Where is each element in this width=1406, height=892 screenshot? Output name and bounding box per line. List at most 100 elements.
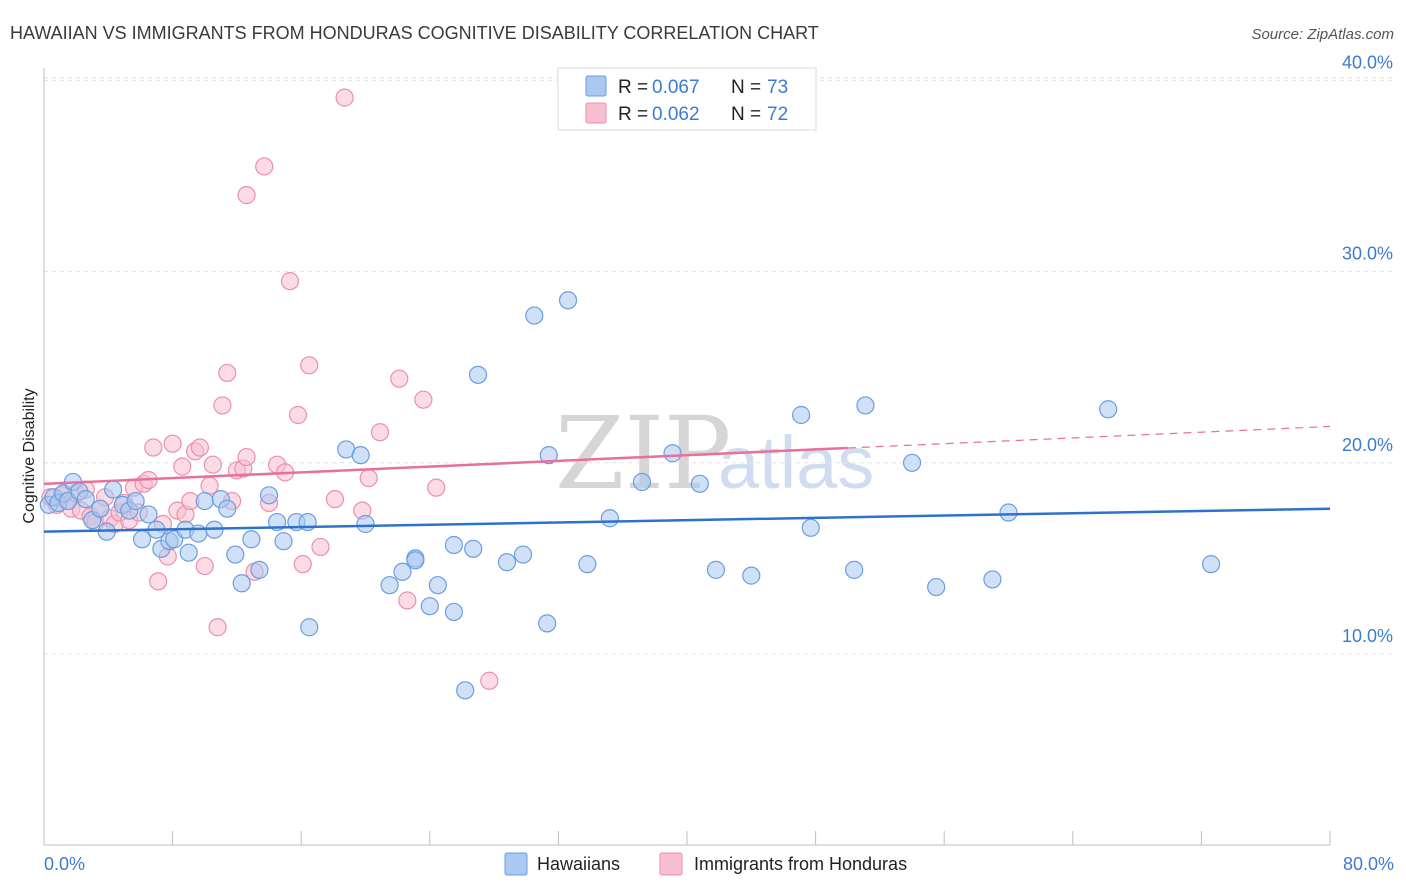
hawaiians-point [792, 405, 811, 425]
hawaiians-point [856, 396, 875, 415]
legend-r-value-1: 0.067 [652, 77, 700, 98]
honduras-point [173, 457, 192, 476]
hawaiians-point [428, 576, 447, 595]
hawaiians-point [132, 530, 152, 549]
honduras-point [255, 157, 274, 176]
honduras-point [293, 555, 312, 574]
honduras-point [144, 438, 163, 457]
hawaiians-point [927, 577, 946, 597]
honduras-point [427, 478, 446, 497]
hawaiians-point [218, 499, 237, 518]
legend-swatch-honduras [585, 102, 607, 124]
bottom-legend: Hawaiians Immigrants from Honduras [504, 852, 907, 876]
hawaiians-point [1201, 555, 1221, 574]
hawaiians-point [539, 446, 558, 465]
top-legend: R = 0.067 N = 73 R = 0.062 N = 72 [557, 67, 817, 131]
honduras-point [390, 369, 409, 388]
hawaiians-point [406, 551, 425, 570]
hawaiians-point [525, 306, 544, 325]
hawaiians-point [356, 514, 375, 534]
honduras-point [163, 434, 182, 453]
hawaiians-point [242, 530, 261, 549]
hawaiians-point [195, 491, 214, 511]
legend-r-label-1: R = [618, 77, 648, 98]
legend-n-value-2: 72 [767, 104, 788, 125]
honduras-point [398, 591, 417, 610]
x-tick-label-min: 0.0% [44, 854, 85, 874]
legend-n-value-1: 73 [767, 77, 788, 98]
hawaiians-point [632, 472, 652, 492]
hawaiians-point [444, 535, 464, 555]
honduras-point [218, 363, 237, 383]
x-tick-label-max: 80.0% [1343, 854, 1394, 874]
hawaiians-point [232, 574, 251, 593]
honduras-point [237, 447, 256, 467]
hawaiians-point [456, 681, 475, 700]
honduras-point [414, 390, 433, 409]
hawaiians-point [468, 365, 488, 384]
honduras-point [200, 476, 219, 495]
hawaiians-point [444, 602, 464, 622]
hawaiians-point [274, 532, 293, 551]
honduras-point [149, 572, 168, 591]
y-tick-label: 30.0% [1342, 244, 1393, 264]
honduras-point [195, 556, 214, 576]
hawaiians-point [706, 560, 726, 579]
hawaiians-point [300, 618, 319, 637]
hawaiians-point [845, 560, 864, 579]
honduras-point [300, 356, 319, 375]
y-axis-title: Cognitive Disability [21, 388, 38, 523]
honduras-point [190, 438, 210, 457]
y-tick-label: 20.0% [1342, 435, 1393, 455]
honduras-point [237, 186, 256, 205]
hawaiians-point [139, 505, 158, 524]
x-ticks [172, 831, 1331, 845]
hawaiians-point [983, 570, 1002, 589]
bottom-legend-label-honduras: Immigrants from Honduras [694, 854, 907, 874]
hawaiians-point [393, 562, 412, 581]
source-text: Source: ZipAtlas.com [1251, 26, 1394, 43]
honduras-point [311, 537, 330, 557]
hawaiians-point [690, 474, 709, 493]
hawaiians-point [76, 490, 95, 509]
bottom-legend-swatch-honduras [659, 852, 683, 876]
legend-swatch-hawaiians [585, 75, 607, 97]
honduras-point [213, 396, 232, 415]
trend-line-hawaiians [43, 507, 1331, 533]
honduras-point [280, 272, 300, 291]
hawaiians-point [578, 555, 597, 574]
hawaiians-point [420, 597, 439, 616]
hawaiians-point [464, 539, 483, 558]
honduras-point [288, 405, 308, 425]
hawaiians-point [104, 480, 123, 499]
y-tick-label: 10.0% [1342, 626, 1393, 646]
hawaiians-point [513, 545, 533, 564]
hawaiians-point [801, 518, 820, 537]
hawaiians-point [558, 291, 578, 310]
honduras-point [359, 468, 378, 488]
hawaiians-point [259, 486, 279, 505]
legend-n-label-1: N = [731, 77, 761, 98]
honduras-point [203, 455, 222, 474]
honduras-point [208, 618, 227, 637]
chart-title: HAWAIIAN VS IMMIGRANTS FROM HONDURAS COG… [10, 23, 819, 43]
hawaiians-point [126, 491, 145, 511]
y-tick-label: 40.0% [1342, 52, 1393, 72]
hawaiians-point [999, 503, 1018, 522]
hawaiians-point [179, 543, 198, 562]
hawaiians-point [600, 509, 619, 528]
hawaiians-point [902, 453, 922, 472]
honduras-point [325, 490, 345, 509]
hawaiians-point [1099, 400, 1118, 419]
hawaiians-point [91, 499, 110, 518]
honduras-point [370, 423, 390, 442]
honduras-point [335, 88, 354, 107]
hawaiians-point [380, 576, 399, 595]
legend-n-label-2: N = [731, 104, 761, 125]
hawaiians-point [663, 444, 682, 463]
bottom-legend-swatch-hawaiians [504, 852, 528, 876]
hawaiians-point [538, 614, 557, 633]
hawaiians-point [250, 560, 269, 579]
legend-r-label-2: R = [618, 104, 648, 125]
